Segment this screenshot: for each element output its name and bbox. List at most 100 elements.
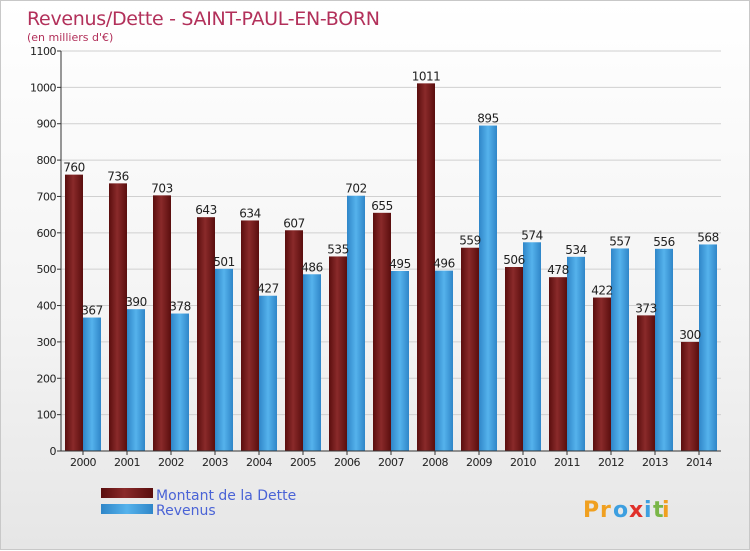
- bar-debt: [373, 212, 391, 451]
- x-tick-label: 2014: [686, 456, 712, 469]
- bar-revenue: [699, 244, 717, 451]
- bar-debt: [637, 315, 655, 451]
- legend: Montant de la Dette Revenus: [101, 488, 296, 519]
- y-tick-label: 600: [37, 227, 57, 240]
- x-tick-label: 2000: [70, 456, 96, 469]
- data-label-debt: 506: [503, 253, 524, 267]
- data-label-revenue: 378: [169, 300, 190, 314]
- logo-letter: i: [644, 498, 652, 523]
- bar-revenue: [215, 268, 233, 451]
- data-label-revenue: 556: [653, 235, 674, 249]
- data-label-revenue: 427: [257, 282, 278, 296]
- y-tick-label: 700: [37, 190, 57, 203]
- logo-letter: x: [629, 498, 643, 523]
- data-label-debt: 607: [283, 216, 304, 230]
- chart-subtitle: (en milliers d'€): [27, 31, 113, 44]
- data-label-debt: 655: [371, 199, 392, 213]
- bar-debt: [593, 297, 611, 451]
- bar-debt: [417, 83, 435, 451]
- bar-debt: [153, 195, 171, 451]
- x-tick-label: 2010: [510, 456, 536, 469]
- data-label-debt: 559: [459, 234, 480, 248]
- y-axis-ticks: 0 100 200 300 400 500 600 700 800 900 1000 1100: [30, 45, 61, 458]
- bar-revenue: [567, 256, 585, 451]
- bar-debt: [285, 230, 303, 451]
- y-tick-label: 800: [37, 154, 57, 167]
- data-label-debt: 373: [635, 301, 656, 315]
- x-tick-label: 2004: [246, 456, 272, 469]
- data-label-debt: 300: [679, 328, 700, 342]
- data-label-revenue: 534: [565, 243, 586, 257]
- data-label-revenue: 495: [389, 257, 410, 271]
- x-tick-label: 2013: [642, 456, 668, 469]
- bar-debt: [461, 247, 479, 451]
- logo-letter: t: [653, 498, 664, 523]
- legend-label-revenue: Revenus: [156, 503, 216, 519]
- bar-revenue: [83, 317, 101, 451]
- data-label-debt: 760: [63, 161, 84, 175]
- logo-letter: P: [583, 498, 599, 523]
- bar-debt: [65, 174, 83, 452]
- data-label-debt: 643: [195, 203, 216, 217]
- x-tick-label: 2009: [466, 456, 492, 469]
- data-label-revenue: 895: [477, 112, 498, 126]
- bar-revenue: [435, 270, 453, 451]
- y-tick-label: 500: [37, 263, 57, 276]
- y-tick-label: 900: [37, 118, 57, 131]
- bar-revenue: [611, 248, 629, 451]
- y-tick-label: 1000: [30, 81, 56, 94]
- data-label-revenue: 486: [301, 260, 322, 274]
- logo-letter: r: [600, 498, 611, 523]
- data-label-debt: 422: [591, 284, 612, 298]
- bar-revenue: [479, 125, 497, 451]
- y-tick-label: 300: [37, 336, 57, 349]
- data-label-revenue: 390: [125, 295, 146, 309]
- data-label-debt: 535: [327, 242, 348, 256]
- data-label-revenue: 496: [433, 257, 454, 271]
- bar-revenue: [523, 242, 541, 451]
- data-label-revenue: 568: [697, 230, 718, 244]
- bar-debt: [549, 277, 567, 451]
- legend-label-debt: Montant de la Dette: [156, 488, 296, 504]
- y-tick-label: 400: [37, 300, 57, 313]
- x-axis-ticks: 2000 2001 2002 2003 2004 2005 2006 2007 2008 2009…: [70, 451, 713, 469]
- y-tick-label: 200: [37, 372, 57, 385]
- data-label-revenue: 702: [345, 182, 366, 196]
- bar-revenue: [259, 295, 277, 451]
- bar-debt: [681, 341, 699, 451]
- bar-revenue: [127, 309, 145, 451]
- bar-revenue: [347, 195, 365, 451]
- data-label-revenue: 557: [609, 234, 630, 248]
- x-tick-label: 2012: [598, 456, 624, 469]
- bar-revenue: [391, 271, 409, 451]
- bars: [65, 83, 717, 452]
- data-label-debt: 703: [151, 181, 172, 195]
- x-tick-label: 2008: [422, 456, 448, 469]
- bar-revenue: [303, 274, 321, 451]
- bar-revenue: [655, 248, 673, 451]
- chart-title: Revenus/Dette - SAINT-PAUL-EN-BORN: [27, 8, 380, 30]
- x-tick-label: 2001: [114, 456, 140, 469]
- bar-debt: [505, 267, 523, 451]
- x-tick-label: 2003: [202, 456, 228, 469]
- bar-revenue: [171, 313, 189, 451]
- bar-debt: [329, 256, 347, 451]
- legend-swatch-revenue: [101, 504, 153, 514]
- data-label-debt: 634: [239, 206, 260, 220]
- data-label-revenue: 501: [213, 255, 234, 269]
- data-label-revenue: 574: [521, 228, 542, 242]
- data-label-debt: 1011: [412, 69, 441, 83]
- x-tick-label: 2005: [290, 456, 316, 469]
- data-labels: 760 367 736 390 703 378 643 501 634 427 607 486 535 7…: [63, 69, 719, 342]
- y-tick-label: 0: [50, 445, 57, 458]
- x-tick-label: 2006: [334, 456, 360, 469]
- bar-debt: [241, 220, 259, 451]
- x-tick-label: 2007: [378, 456, 404, 469]
- data-label-revenue: 367: [81, 304, 102, 318]
- bar-debt: [109, 183, 127, 451]
- data-label-debt: 736: [107, 169, 128, 183]
- logo-letter: o: [613, 498, 628, 523]
